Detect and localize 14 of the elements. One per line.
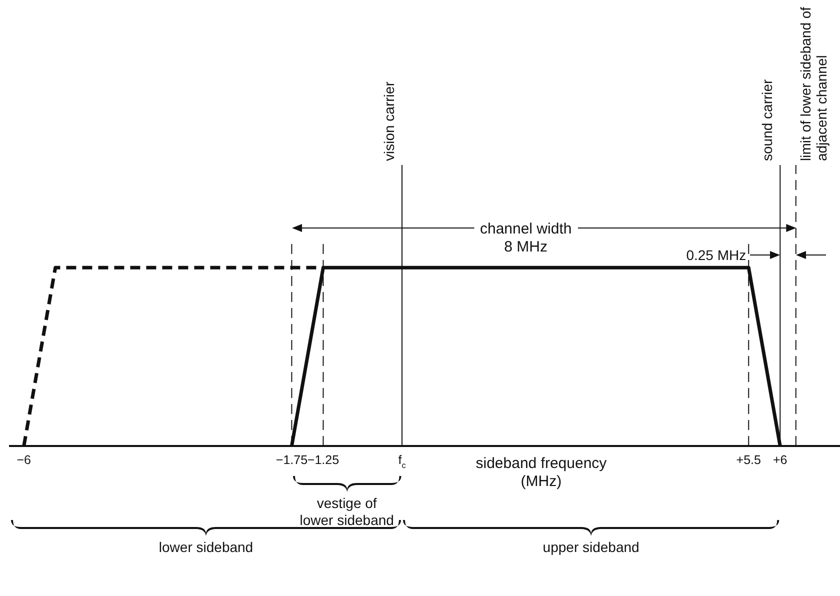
x-axis-title: sideband frequency (MHz) xyxy=(476,455,608,490)
x-tick-label: −1.75 xyxy=(276,453,308,467)
text: upper sideband xyxy=(542,539,640,555)
text: vestige of lower sideband xyxy=(300,495,394,528)
x-tick-label: +6 xyxy=(773,453,788,467)
ref-line-label: limit of lower sideband of adjacent channel xyxy=(798,6,830,161)
text: 0.25 MHz xyxy=(686,247,746,264)
x-tick-label: −1.25 xyxy=(307,453,340,467)
ref-line-label: sound carrier xyxy=(758,78,775,161)
ref-line-label: vision carrier xyxy=(380,81,397,161)
x-tick-label: −6 xyxy=(16,453,32,467)
text: channel width 8 MHz xyxy=(480,220,572,256)
x-tick-label: +5.5 xyxy=(736,453,762,467)
text: lower sideband xyxy=(158,539,254,555)
